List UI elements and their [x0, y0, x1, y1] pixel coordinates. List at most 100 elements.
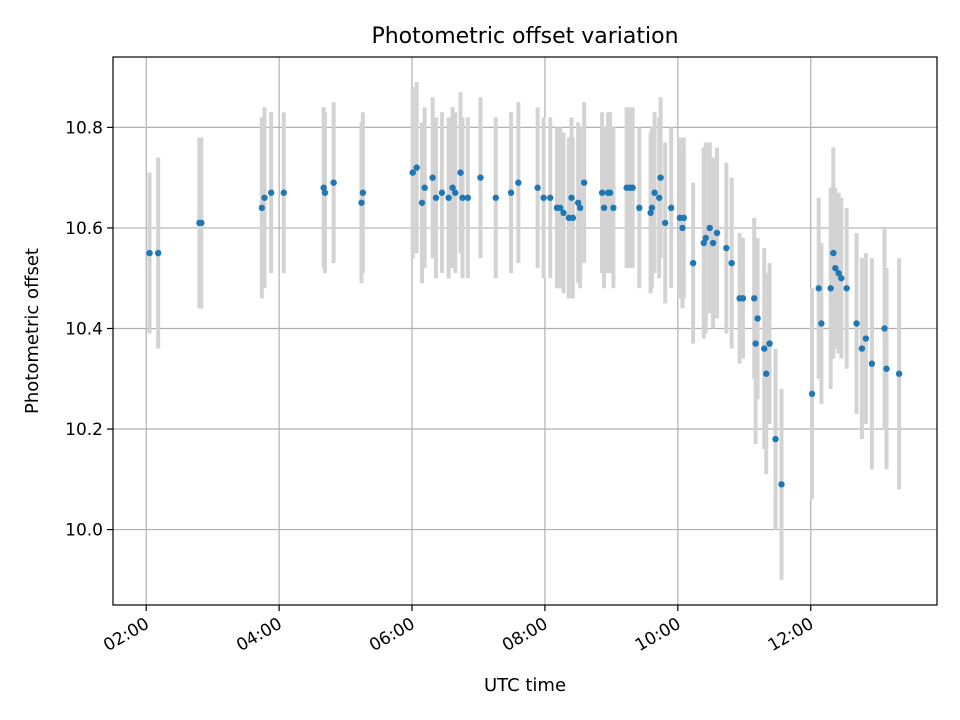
data-point	[534, 184, 541, 191]
data-point	[679, 224, 686, 232]
data-point	[772, 435, 779, 443]
data-point	[330, 179, 337, 186]
data-point	[358, 199, 365, 206]
data-point	[154, 249, 162, 257]
chart-title: Photometric offset variation	[371, 24, 678, 49]
data-point	[445, 194, 452, 201]
data-point	[835, 269, 842, 277]
data-point	[832, 264, 839, 272]
data-point	[709, 239, 717, 247]
data-point	[858, 345, 866, 352]
data-point	[766, 340, 773, 347]
data-point	[702, 234, 709, 242]
data-point	[689, 259, 697, 267]
data-point	[629, 184, 636, 191]
data-point	[838, 275, 845, 282]
y-tick-label: 10.4	[65, 319, 103, 339]
data-point	[576, 204, 584, 212]
data-point	[515, 179, 522, 186]
data-point	[830, 249, 837, 257]
data-point	[261, 194, 268, 201]
data-point	[580, 179, 588, 186]
data-point	[723, 244, 730, 252]
data-point	[280, 189, 287, 196]
data-point	[547, 194, 554, 201]
data-point	[267, 189, 275, 196]
data-point	[868, 360, 876, 367]
data-point	[636, 204, 643, 212]
x-tick-label: 02:00	[100, 614, 152, 656]
data-point	[761, 345, 768, 352]
data-point	[751, 295, 758, 302]
x-tick-label: 10:00	[632, 614, 684, 656]
data-point	[883, 365, 890, 372]
data-point	[647, 209, 654, 217]
x-tick-label: 08:00	[499, 614, 551, 656]
data-point	[843, 285, 850, 292]
data-point	[452, 189, 459, 196]
data-point	[540, 194, 547, 201]
data-point	[815, 285, 822, 292]
data-point	[700, 239, 707, 247]
data-point	[752, 340, 759, 347]
data-point	[429, 174, 436, 181]
data-point	[651, 189, 658, 196]
y-tick-label: 10.8	[65, 118, 103, 138]
data-point	[680, 214, 688, 222]
data-point	[320, 184, 327, 191]
y-tick-label: 10.6	[65, 219, 103, 239]
data-point	[560, 209, 567, 217]
data-point	[656, 194, 663, 201]
data-point	[648, 204, 656, 212]
x-tick-label: 12:00	[765, 614, 817, 656]
data-point	[728, 259, 735, 267]
data-point	[600, 204, 608, 212]
data-point	[359, 189, 367, 196]
x-tick-label: 04:00	[233, 614, 285, 656]
data-point	[763, 370, 770, 377]
data-point	[808, 390, 816, 398]
x-tick-label: 06:00	[366, 614, 418, 656]
data-point	[862, 335, 870, 342]
data-point	[459, 194, 466, 201]
data-point	[568, 194, 575, 201]
y-tick-label: 10.2	[65, 420, 103, 440]
y-tick-label: 10.0	[65, 521, 103, 541]
data-point	[198, 219, 205, 227]
data-point	[598, 189, 606, 196]
data-point	[881, 325, 888, 332]
data-point	[421, 184, 428, 191]
data-point	[662, 219, 669, 227]
errorbars	[147, 82, 902, 580]
data-point	[449, 184, 456, 191]
data-point	[477, 174, 484, 181]
plot-frame	[112, 56, 938, 606]
data-point	[409, 169, 416, 176]
data-point	[657, 174, 664, 181]
data-point	[667, 204, 675, 212]
x-axis-label: UTC time	[484, 675, 566, 696]
data-point	[606, 189, 614, 196]
data-point	[457, 169, 464, 176]
data-point	[778, 481, 785, 488]
data-point	[895, 370, 903, 377]
data-point	[432, 194, 440, 201]
data-point	[418, 199, 426, 206]
data-point	[818, 320, 825, 327]
data-point	[413, 164, 420, 171]
data-point	[464, 194, 472, 201]
y-axis-label: Photometric offset	[22, 248, 43, 414]
data-point	[557, 204, 564, 212]
data-point	[321, 189, 329, 196]
data-point	[146, 249, 153, 257]
data-point	[258, 204, 266, 212]
data-point	[827, 285, 834, 292]
data-point	[438, 189, 446, 196]
data-point	[574, 199, 582, 206]
data-point	[739, 295, 747, 302]
data-point	[507, 189, 515, 196]
data-point	[569, 214, 577, 222]
data-point	[853, 320, 860, 327]
data-point	[754, 315, 761, 322]
